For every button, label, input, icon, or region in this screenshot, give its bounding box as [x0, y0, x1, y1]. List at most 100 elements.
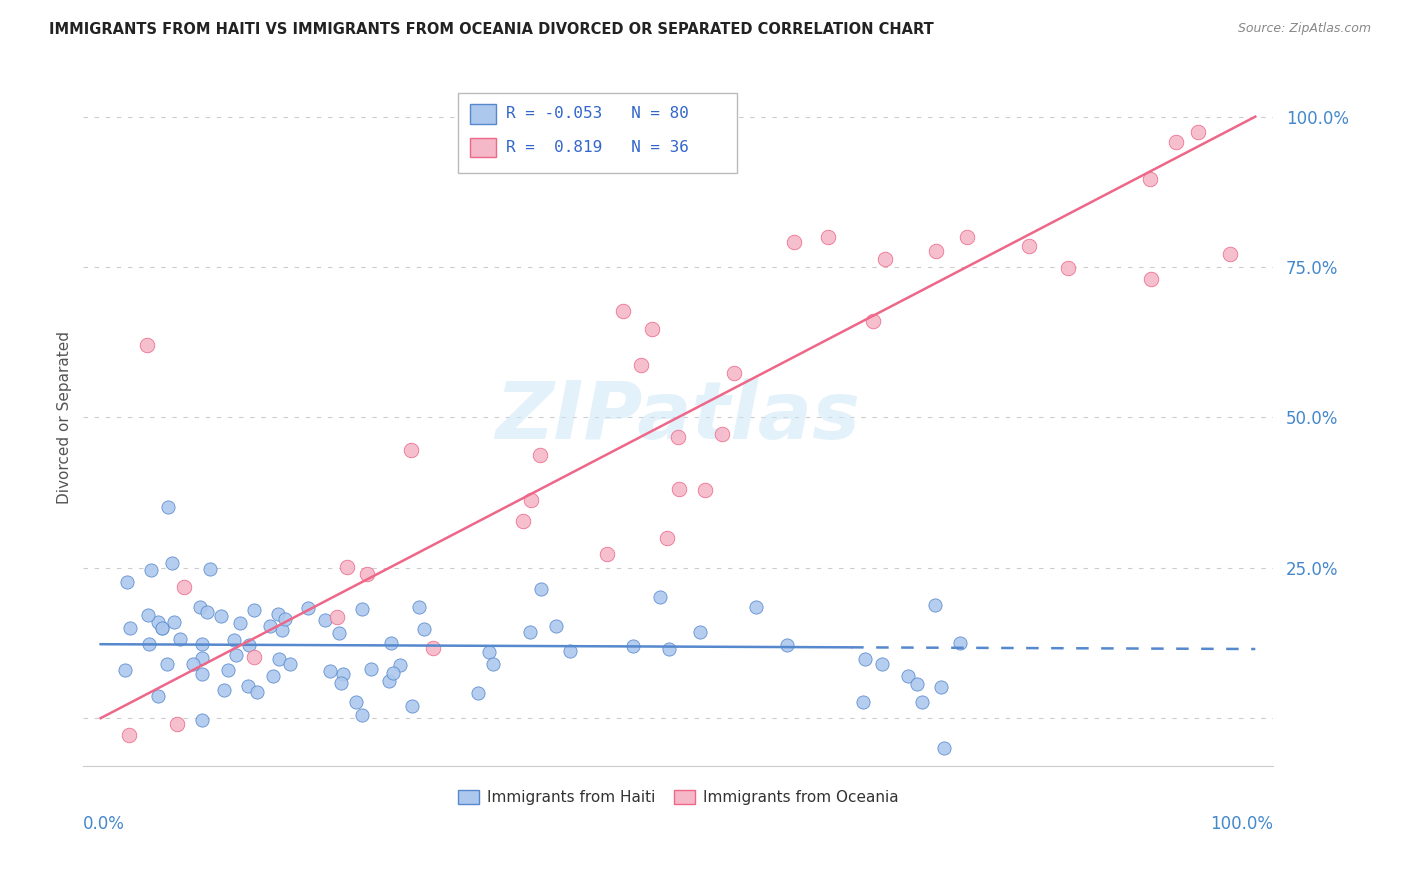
Point — [924, 598, 946, 612]
Point — [191, 651, 214, 665]
Point — [146, 689, 169, 703]
Point — [666, 430, 689, 444]
Point — [1164, 135, 1187, 149]
Point — [267, 652, 290, 666]
Point — [336, 559, 359, 574]
Point — [150, 621, 173, 635]
Point — [297, 600, 319, 615]
Point — [139, 563, 162, 577]
FancyBboxPatch shape — [470, 104, 496, 124]
Point — [862, 314, 884, 328]
Point — [648, 590, 671, 604]
Text: 0.0%: 0.0% — [83, 815, 125, 833]
Point — [209, 608, 232, 623]
Point — [783, 235, 806, 249]
Point — [519, 625, 541, 640]
Y-axis label: Divorced or Separated: Divorced or Separated — [58, 331, 72, 504]
Point — [478, 645, 501, 659]
Point — [314, 613, 336, 627]
Point — [118, 728, 141, 742]
Point — [668, 482, 690, 496]
Point — [217, 663, 239, 677]
Point — [212, 683, 235, 698]
Point — [530, 582, 553, 597]
Point — [932, 741, 955, 756]
Point — [191, 637, 214, 651]
Point — [238, 638, 260, 652]
Point — [319, 664, 342, 678]
Text: R = -0.053   N = 80: R = -0.053 N = 80 — [506, 106, 689, 121]
Point — [166, 716, 188, 731]
Point — [482, 657, 505, 671]
Point — [560, 643, 582, 657]
Legend: Immigrants from Haiti, Immigrants from Oceania: Immigrants from Haiti, Immigrants from O… — [451, 784, 904, 811]
Point — [382, 666, 405, 681]
Point — [1057, 260, 1080, 275]
Point — [519, 493, 541, 508]
Point — [401, 698, 423, 713]
Point — [169, 632, 191, 646]
Text: Source: ZipAtlas.com: Source: ZipAtlas.com — [1237, 22, 1371, 36]
Point — [817, 230, 839, 244]
Point — [422, 640, 444, 655]
Point — [949, 636, 972, 650]
Point — [350, 602, 373, 616]
Point — [236, 679, 259, 693]
Point — [328, 625, 350, 640]
Point — [146, 615, 169, 629]
Text: 100.0%: 100.0% — [1209, 815, 1272, 833]
Point — [630, 358, 652, 372]
Point — [360, 662, 382, 676]
Point — [399, 443, 422, 458]
Point — [273, 612, 295, 626]
Point — [135, 338, 157, 352]
Point — [1018, 238, 1040, 252]
Point — [195, 605, 218, 619]
Point — [711, 427, 734, 442]
Point — [512, 514, 534, 528]
Point — [350, 707, 373, 722]
Point — [925, 244, 948, 258]
Point — [356, 566, 378, 581]
Point — [776, 639, 799, 653]
Point — [200, 562, 222, 576]
Point — [621, 640, 644, 654]
Point — [114, 663, 136, 677]
Point — [870, 657, 893, 671]
Point — [723, 366, 745, 380]
FancyBboxPatch shape — [458, 93, 737, 173]
Point — [229, 616, 252, 631]
Point — [278, 657, 301, 672]
Point — [931, 681, 953, 695]
Point — [188, 600, 211, 615]
Point — [243, 649, 266, 664]
Point — [190, 667, 212, 681]
Point — [529, 448, 551, 462]
Point — [138, 637, 160, 651]
Point — [344, 695, 367, 709]
Point — [467, 686, 489, 700]
Point — [271, 623, 294, 637]
Point — [330, 675, 353, 690]
Point — [657, 531, 679, 545]
Point — [544, 618, 567, 632]
Point — [612, 304, 634, 318]
Point — [259, 619, 281, 633]
Point — [156, 500, 179, 515]
Point — [689, 625, 711, 640]
Point — [262, 668, 284, 682]
Point — [225, 648, 247, 663]
Point — [388, 658, 411, 673]
Point — [413, 622, 436, 636]
Point — [224, 632, 246, 647]
FancyBboxPatch shape — [470, 137, 496, 157]
Text: R =  0.819   N = 36: R = 0.819 N = 36 — [506, 140, 689, 155]
Point — [641, 322, 664, 336]
Point — [408, 599, 430, 614]
Point — [956, 229, 979, 244]
Point — [873, 252, 896, 266]
Point — [658, 641, 681, 656]
Point — [852, 695, 875, 709]
Point — [326, 610, 349, 624]
Point — [911, 695, 934, 709]
